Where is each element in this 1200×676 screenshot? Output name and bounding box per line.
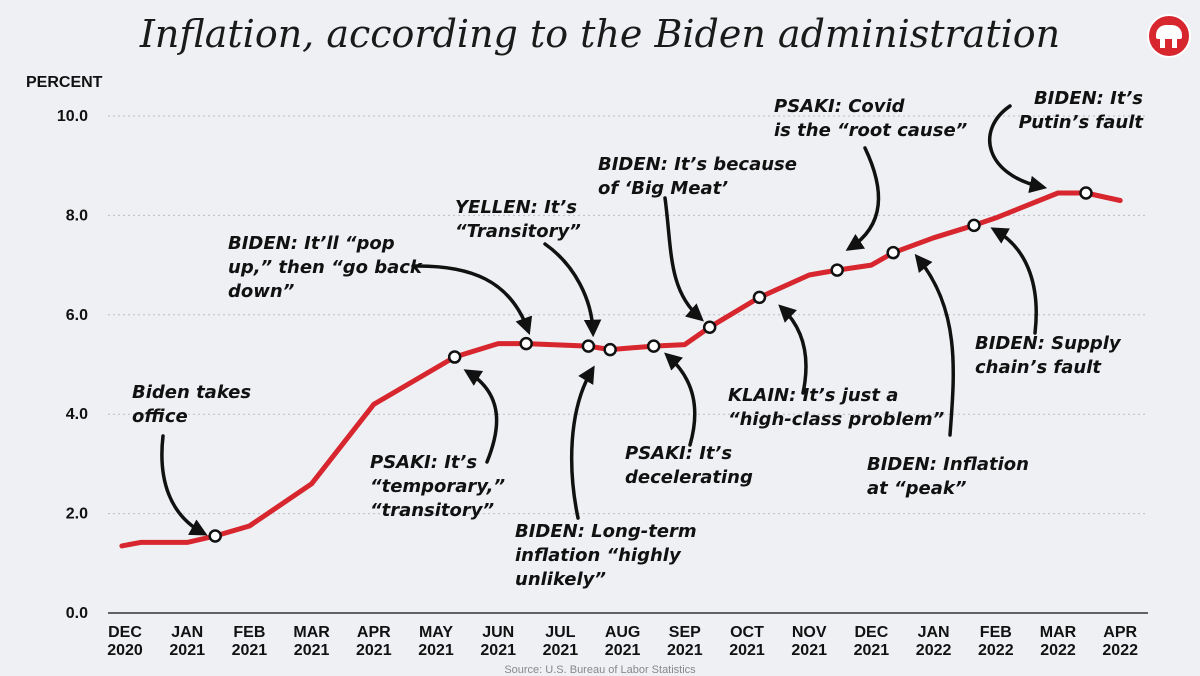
x-tick-label-month: OCT (730, 624, 764, 641)
x-tick-label-month: DEC (108, 624, 142, 641)
annotation-arrow (778, 304, 808, 395)
data-point-marker (886, 245, 900, 260)
data-point-marker (519, 336, 533, 351)
x-tick-label-month: MAY (419, 624, 453, 641)
annotation-label: BIDEN: Inflation at “peak” (867, 454, 1029, 499)
x-tick-label-year: 2022 (978, 642, 1014, 659)
annotation-label: BIDEN: It’s Putin’s fault (1019, 88, 1145, 133)
x-tick-label-month: FEB (980, 624, 1012, 641)
x-tick-label-year: 2022 (916, 642, 952, 659)
annotation-label: BIDEN: It’s because of ‘Big Meat’ (598, 154, 797, 199)
x-tick-label-month: JUN (482, 624, 514, 641)
x-tick-label-year: 2021 (356, 642, 392, 659)
data-point-marker (752, 290, 767, 305)
annotation-arrow (663, 196, 704, 322)
annotation-arrow (463, 369, 499, 464)
x-tick-label-year: 2022 (1102, 642, 1138, 659)
x-tick-label-month: SEP (669, 624, 701, 641)
annotation-arrow (987, 104, 1048, 194)
data-point-marker (702, 320, 717, 334)
republican-elephant-icon (1147, 14, 1191, 58)
x-tick-label-month: MAR (1040, 624, 1077, 641)
x-tick-label-month: JAN (918, 624, 950, 641)
y-tick-label: 4.0 (66, 406, 88, 423)
x-tick-label-month: NOV (792, 624, 827, 641)
data-point-marker (646, 339, 661, 353)
data-point-marker (967, 218, 981, 233)
data-point-marker (1079, 186, 1093, 200)
x-tick-label-year: 2021 (543, 642, 579, 659)
annotation-arrow (411, 264, 533, 335)
y-tick-label: 2.0 (66, 506, 88, 523)
x-tick-label-month: APR (1103, 624, 1137, 641)
annotation-label: Biden takes office (132, 382, 251, 427)
annotation-label: BIDEN: Long-term inflation “highly unlikel… (515, 521, 697, 590)
x-tick-label-month: FEB (233, 624, 265, 641)
data-point-marker (603, 342, 617, 357)
x-tick-label-year: 2022 (1040, 642, 1076, 659)
x-tick-label-year: 2020 (107, 642, 143, 659)
x-tick-label-year: 2021 (667, 642, 703, 659)
x-tick-label-year: 2021 (169, 642, 205, 659)
x-tick-label-month: JUL (545, 624, 575, 641)
annotation-label: YELLEN: It’s “Transitory” (455, 197, 581, 242)
data-point-marker (447, 350, 462, 364)
annotation-arrow (990, 227, 1038, 335)
x-tick-label-month: MAR (293, 624, 330, 641)
y-axis-label: PERCENT (26, 74, 103, 91)
x-tick-label-month: DEC (855, 624, 889, 641)
x-tick-label-year: 2021 (294, 642, 330, 659)
x-tick-label-month: AUG (605, 624, 641, 641)
annotation-label: BIDEN: It’ll “pop up,” then “go back down” (228, 233, 423, 302)
x-tick-label-year: 2021 (605, 642, 641, 659)
inflation-line (119, 190, 1123, 549)
annotation-arrow (845, 146, 881, 251)
annotation-label: KLAIN: It’s just a “high-class problem” (728, 385, 945, 430)
data-point-marker (830, 263, 844, 277)
x-tick-label-year: 2021 (854, 642, 890, 659)
annotation-arrow (664, 352, 697, 447)
annotation-arrow (569, 365, 595, 520)
annotation-label: PSAKI: It’s “temporary,” “transitory” (370, 452, 505, 521)
y-tick-label: 8.0 (66, 207, 88, 224)
y-tick-label: 10.0 (57, 108, 88, 125)
x-tick-label-month: APR (357, 624, 391, 641)
y-tick-label: 0.0 (66, 605, 88, 622)
annotation-arrow (160, 434, 208, 536)
x-tick-label-year: 2021 (729, 642, 765, 659)
x-tick-label-year: 2021 (232, 642, 268, 659)
y-tick-label: 6.0 (66, 307, 88, 324)
data-point-marker (581, 339, 596, 353)
data-point-marker (208, 529, 222, 543)
chart-title: Inflation, according to the Biden admini… (139, 12, 1061, 56)
source-note: Source: U.S. Bureau of Labor Statistics (504, 664, 696, 676)
x-tick-label-year: 2021 (791, 642, 827, 659)
annotation-label: PSAKI: It’s decelerating (625, 443, 753, 488)
annotation-arrow (543, 242, 602, 338)
annotation-label: PSAKI: Covid is the “root cause” (774, 96, 968, 141)
x-tick-label-year: 2021 (480, 642, 516, 659)
x-tick-label-year: 2021 (418, 642, 454, 659)
annotation-arrow (914, 253, 955, 437)
x-tick-label-month: JAN (171, 624, 203, 641)
annotation-label: BIDEN: Supply chain’s fault (975, 333, 1122, 378)
